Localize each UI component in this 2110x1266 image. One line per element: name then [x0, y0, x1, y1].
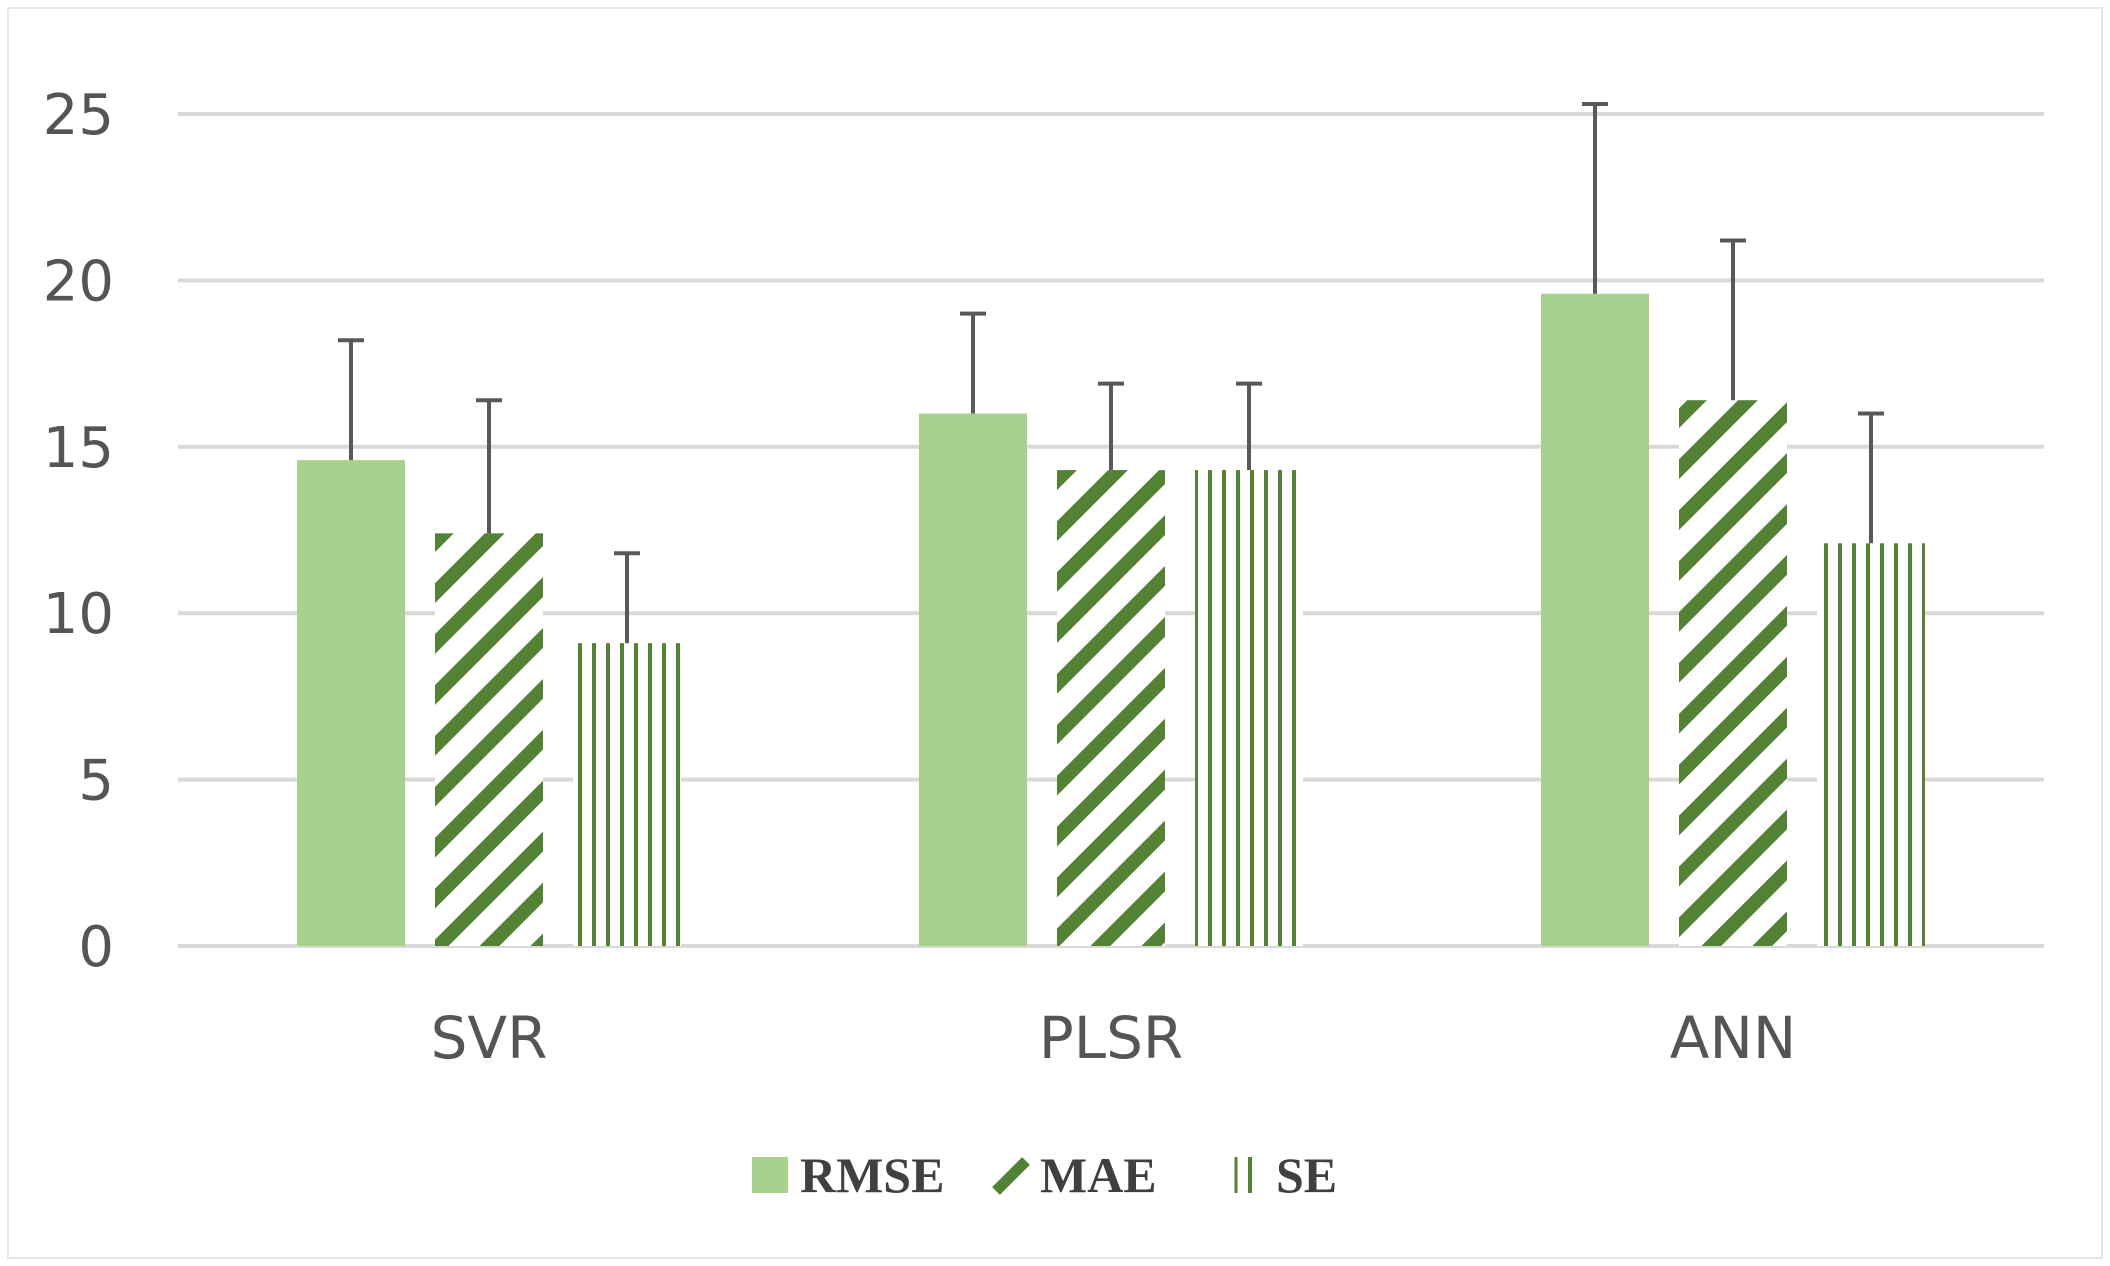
y-tick-label-10: 10 [43, 582, 114, 647]
bar-plsr-rmse [919, 413, 1027, 946]
y-tick-label-25: 25 [43, 83, 114, 148]
y-tick-label-15: 15 [43, 416, 114, 481]
bar-svr-rmse [297, 460, 405, 946]
bar-plsr-mae [1057, 470, 1165, 946]
legend-swatch-rmse [752, 1157, 788, 1193]
y-tick-label-20: 20 [43, 249, 114, 314]
bar-ann-se [1817, 543, 1925, 946]
y-tick-label-5: 5 [78, 749, 114, 814]
y-tick-label-0: 0 [78, 915, 114, 980]
legend-swatch-bg-se [1228, 1157, 1264, 1193]
bar-ann-mae [1679, 400, 1787, 946]
legend-label-rmse: RMSE [800, 1147, 944, 1203]
bar-plsr-se [1195, 470, 1303, 946]
legend-swatch-mae [992, 1157, 1030, 1195]
x-tick-label-svr: SVR [431, 1004, 548, 1072]
bar-ann-rmse [1541, 293, 1649, 946]
legend-label-se: SE [1276, 1147, 1337, 1203]
x-tick-label-ann: ANN [1670, 1004, 1796, 1072]
bar-svr-se [573, 643, 681, 946]
legend-label-mae: MAE [1040, 1147, 1157, 1203]
bar-svr-mae [435, 533, 543, 946]
x-tick-label-plsr: PLSR [1039, 1004, 1183, 1072]
